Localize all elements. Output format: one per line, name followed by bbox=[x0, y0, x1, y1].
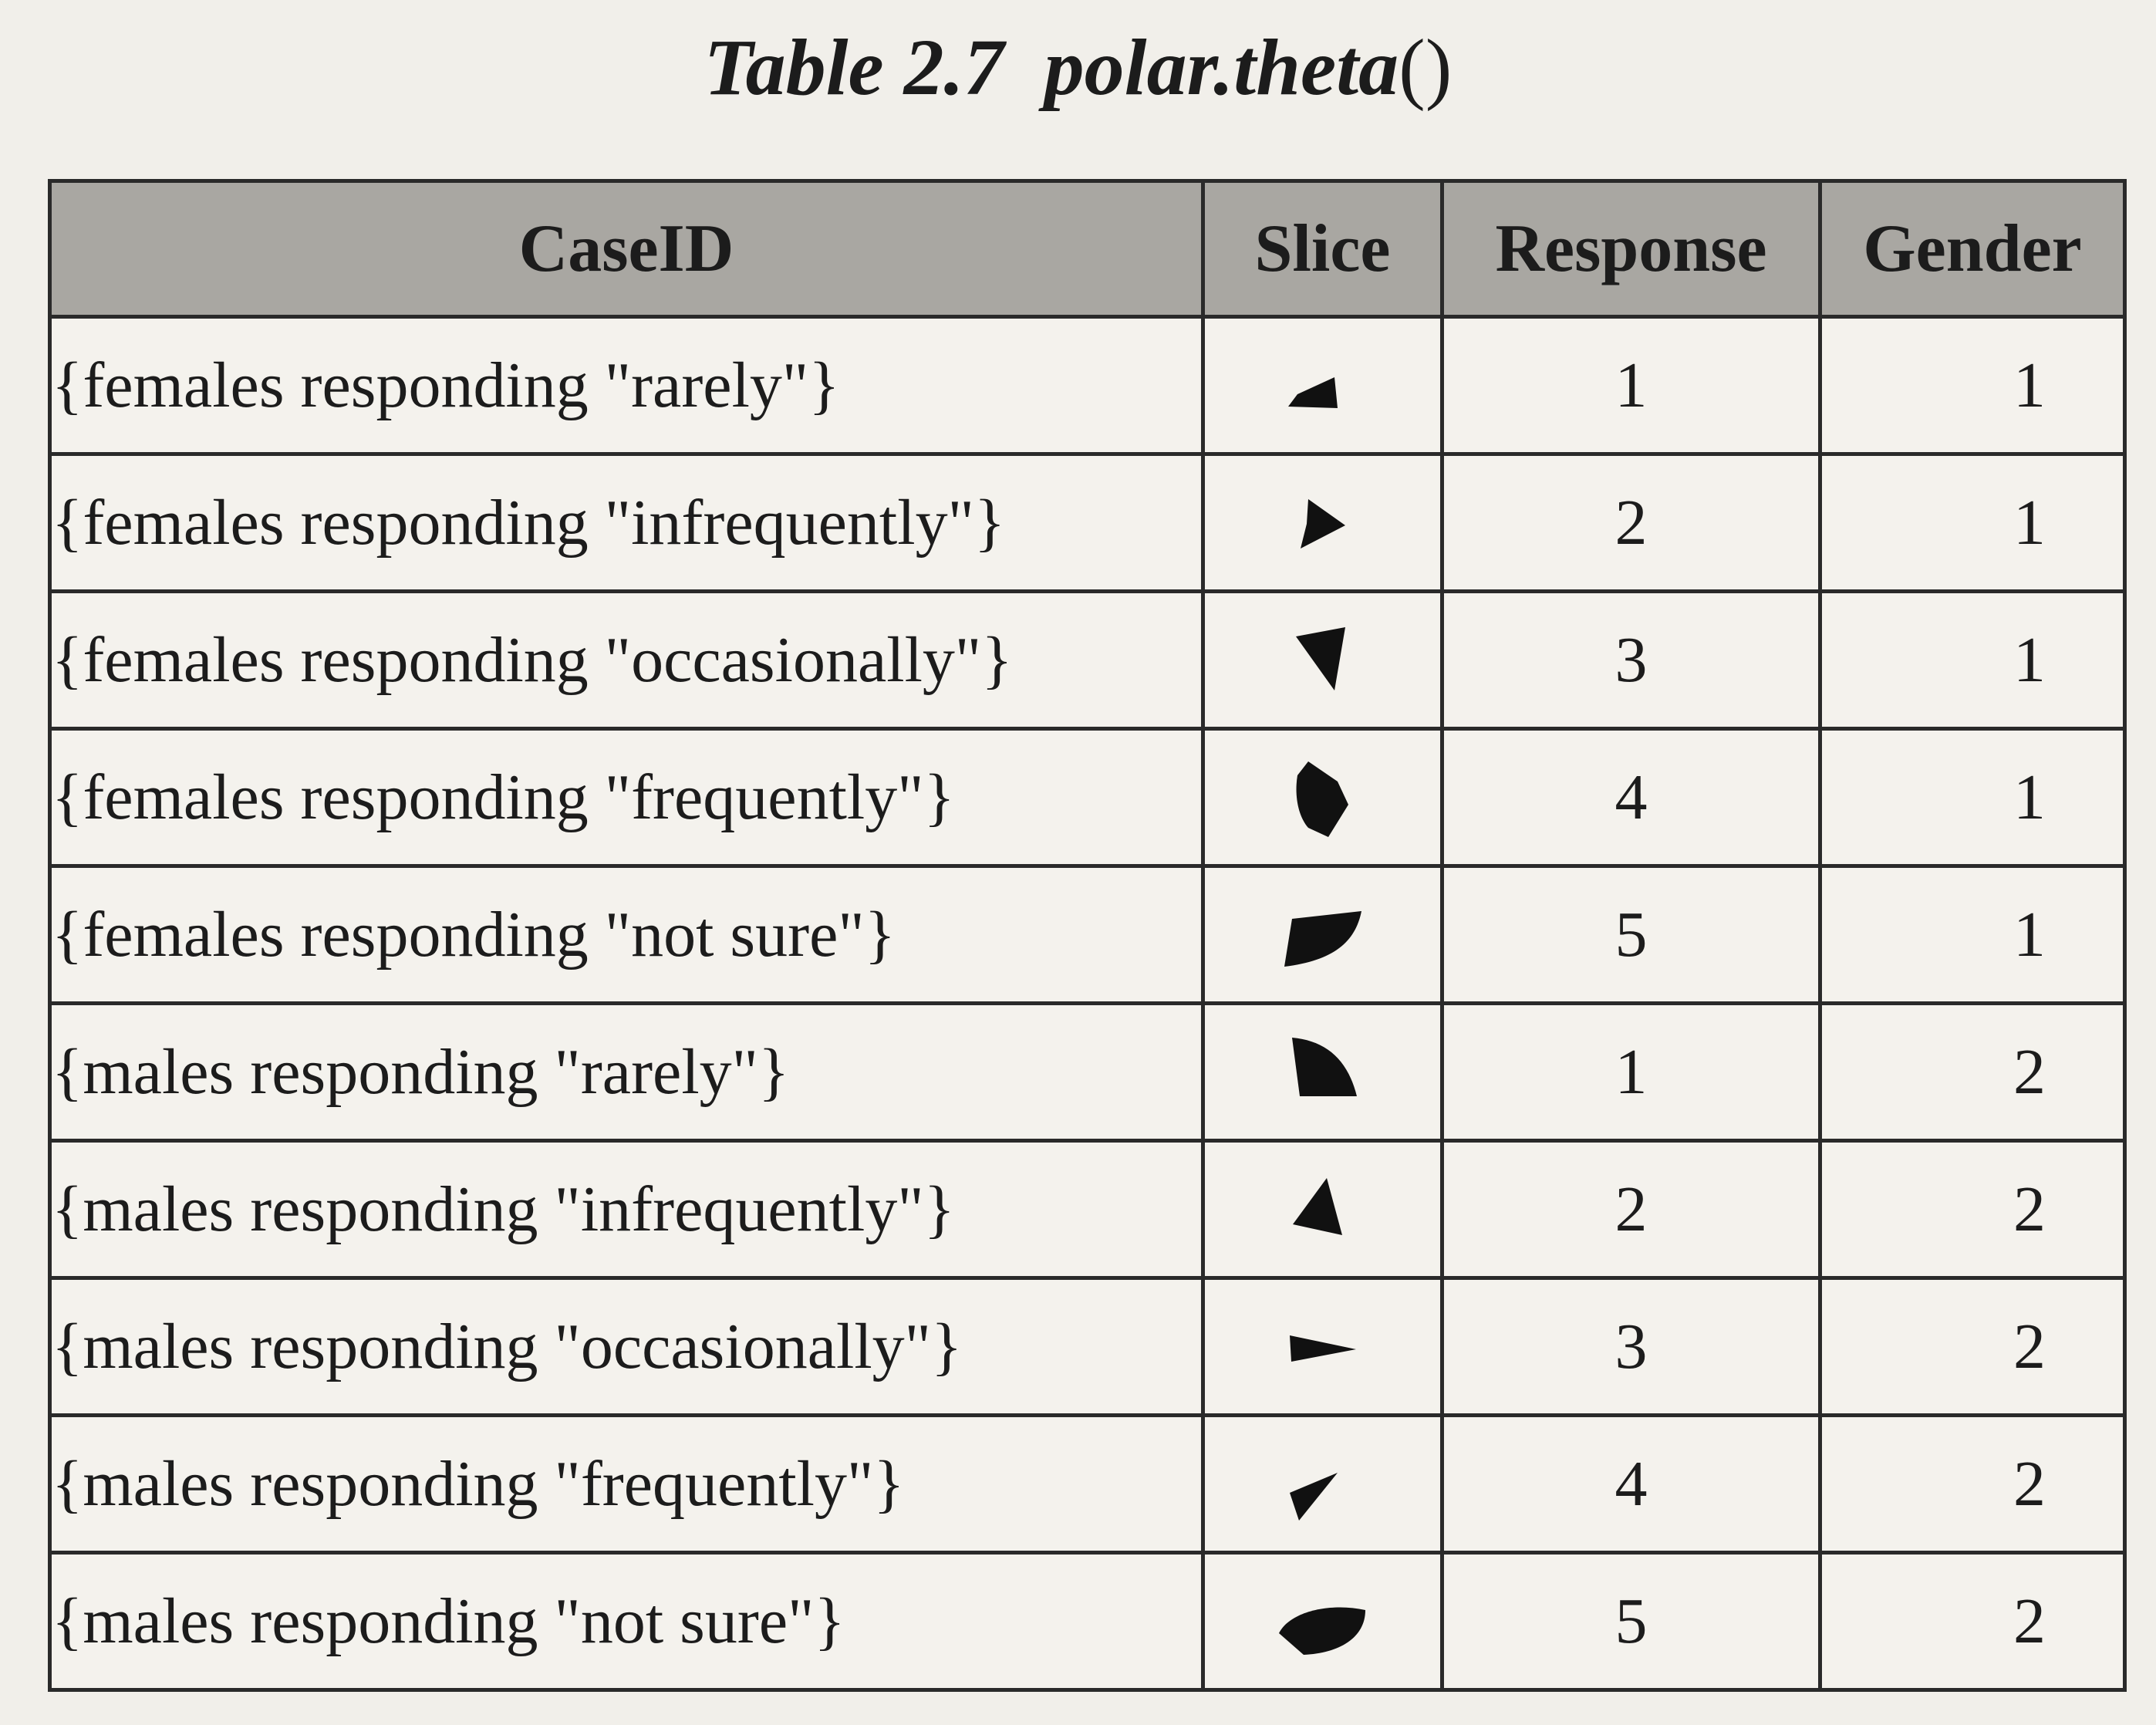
gender-cell: 2 bbox=[1818, 1276, 2127, 1417]
response-cell: 2 bbox=[1440, 1139, 1822, 1280]
wedge-slice-icon bbox=[1292, 1177, 1342, 1235]
slice-cell bbox=[1201, 1413, 1444, 1555]
table-row: {males responding "not sure"} 5 2 bbox=[48, 1551, 2127, 1692]
gender-cell: 2 bbox=[1818, 1139, 2127, 1280]
header-response: Response bbox=[1440, 179, 1822, 319]
caption-label: Table 2.7 bbox=[703, 23, 1004, 112]
slice-cell bbox=[1201, 1551, 1444, 1692]
gender-cell: 1 bbox=[1818, 452, 2127, 593]
wedge-slice-icon bbox=[1287, 376, 1338, 408]
wedge-slice-icon bbox=[1300, 498, 1345, 549]
caseid-cell: {females responding "occasionally"} bbox=[48, 589, 1205, 731]
gender-cell: 1 bbox=[1818, 864, 2127, 1005]
slice-cell bbox=[1201, 1276, 1444, 1417]
wedge-slice-icon bbox=[1296, 761, 1348, 837]
slice-cell bbox=[1201, 589, 1444, 731]
slice-cell bbox=[1201, 727, 1444, 868]
gender-cell: 2 bbox=[1818, 1001, 2127, 1143]
caseid-cell: {males responding "frequently"} bbox=[48, 1413, 1205, 1555]
wedge-slice-icon bbox=[1289, 1335, 1356, 1362]
slice-cell bbox=[1201, 315, 1444, 456]
table-row: {females responding "infrequently"} 2 1 bbox=[48, 452, 2127, 593]
header-row: CaseID Slice Response Gender bbox=[48, 179, 2127, 319]
gender-cell: 1 bbox=[1818, 315, 2127, 456]
table-row: {females responding "occasionally"} 3 1 bbox=[48, 589, 2127, 731]
wedge-slice-icon bbox=[1278, 1607, 1365, 1655]
table-row: {males responding "infrequently"} 2 2 bbox=[48, 1139, 2127, 1280]
caseid-cell: {females responding "rarely"} bbox=[48, 315, 1205, 456]
response-cell: 1 bbox=[1440, 1001, 1822, 1143]
header-slice: Slice bbox=[1201, 179, 1444, 319]
gender-cell: 1 bbox=[1818, 589, 2127, 731]
gender-cell: 2 bbox=[1818, 1413, 2127, 1555]
slice-cell bbox=[1201, 1001, 1444, 1143]
response-cell: 4 bbox=[1440, 1413, 1822, 1555]
table-row: {females responding "frequently"} 4 1 bbox=[48, 727, 2127, 868]
polar-theta-table: CaseID Slice Response Gender {females re… bbox=[48, 179, 2127, 1692]
caseid-cell: {males responding "occasionally"} bbox=[48, 1276, 1205, 1417]
wedge-slice-icon bbox=[1289, 1472, 1338, 1521]
wedge-slice-icon bbox=[1284, 910, 1361, 967]
caseid-cell: {females responding "frequently"} bbox=[48, 727, 1205, 868]
table-caption: Table 2.7 polar.theta() bbox=[0, 22, 2156, 113]
response-cell: 5 bbox=[1440, 1551, 1822, 1692]
caption-function: polar.theta bbox=[1044, 23, 1399, 112]
response-cell: 5 bbox=[1440, 864, 1822, 1005]
slice-cell bbox=[1201, 452, 1444, 593]
slice-cell bbox=[1201, 864, 1444, 1005]
gender-cell: 2 bbox=[1818, 1551, 2127, 1692]
header-gender: Gender bbox=[1818, 179, 2127, 319]
slice-cell bbox=[1201, 1139, 1444, 1280]
caption-parens: () bbox=[1399, 23, 1453, 112]
table-row: {females responding "rarely"} 1 1 bbox=[48, 315, 2127, 456]
response-cell: 3 bbox=[1440, 1276, 1822, 1417]
table-row: {males responding "occasionally"} 3 2 bbox=[48, 1276, 2127, 1417]
caseid-cell: {females responding "not sure"} bbox=[48, 864, 1205, 1005]
caseid-cell: {males responding "rarely"} bbox=[48, 1001, 1205, 1143]
caseid-cell: {males responding "not sure"} bbox=[48, 1551, 1205, 1692]
wedge-slice-icon bbox=[1295, 626, 1345, 690]
caseid-cell: {females responding "infrequently"} bbox=[48, 452, 1205, 593]
response-cell: 2 bbox=[1440, 452, 1822, 593]
caseid-cell: {males responding "infrequently"} bbox=[48, 1139, 1205, 1280]
gender-cell: 1 bbox=[1818, 727, 2127, 868]
response-cell: 1 bbox=[1440, 315, 1822, 456]
response-cell: 4 bbox=[1440, 727, 1822, 868]
wedge-slice-icon bbox=[1291, 1037, 1357, 1096]
table-row: {males responding "frequently"} 4 2 bbox=[48, 1413, 2127, 1555]
header-caseid: CaseID bbox=[48, 179, 1205, 319]
table-row: {females responding "not sure"} 5 1 bbox=[48, 864, 2127, 1005]
table-row: {males responding "rarely"} 1 2 bbox=[48, 1001, 2127, 1143]
response-cell: 3 bbox=[1440, 589, 1822, 731]
